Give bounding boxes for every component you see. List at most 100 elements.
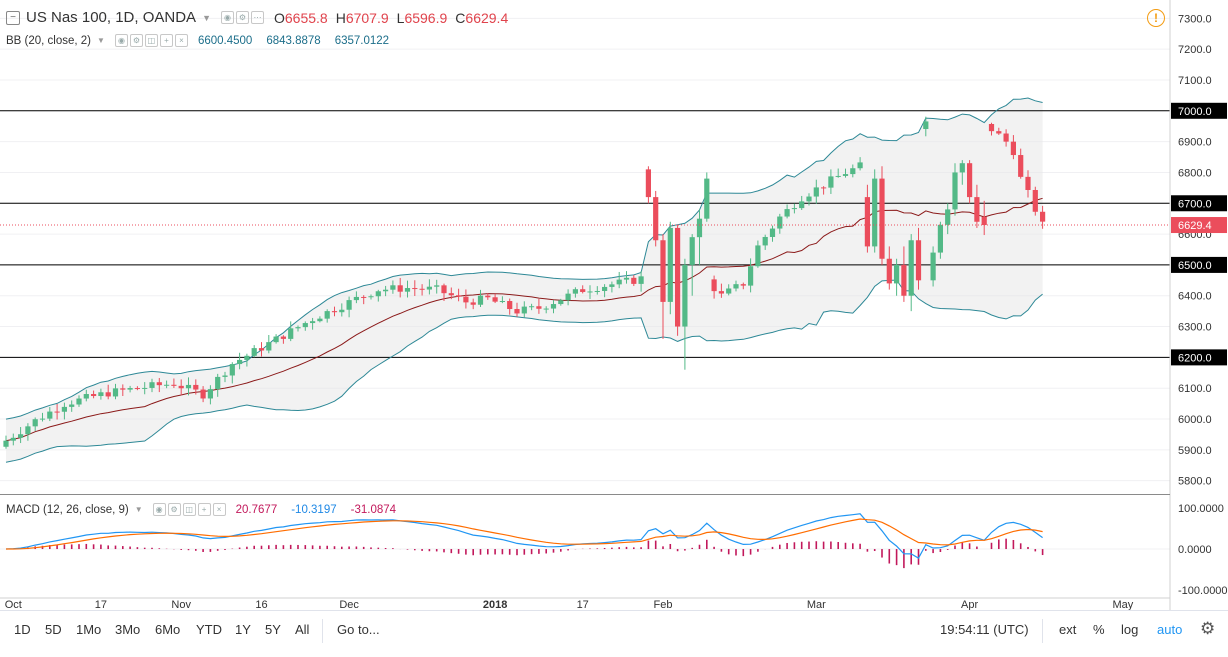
candle-body: [463, 296, 469, 303]
range-5d[interactable]: 5D: [45, 622, 62, 637]
candle-body: [572, 289, 578, 294]
bb-source-icon[interactable]: ◫: [144, 34, 158, 47]
candle-body: [134, 388, 140, 390]
ext-toggle[interactable]: ext: [1059, 622, 1077, 637]
candle-body: [536, 306, 542, 309]
macd-tick-label: 0.0000: [1178, 544, 1212, 556]
auto-toggle[interactable]: auto: [1157, 622, 1183, 637]
macd-add-icon[interactable]: +: [197, 503, 211, 516]
macd-source-icon[interactable]: ◫: [182, 503, 196, 516]
range-5y[interactable]: 5Y: [265, 622, 281, 637]
alert-icon[interactable]: !: [1147, 9, 1165, 27]
macd-hist-value: 20.7677: [235, 503, 278, 516]
candle-body: [616, 279, 622, 285]
candle-body: [689, 237, 695, 265]
candle-body: [638, 276, 644, 284]
bb-dropdown-icon[interactable]: ▼: [97, 36, 105, 45]
settings-icon[interactable]: ⚙: [235, 11, 249, 24]
bb-band-area: [6, 98, 1043, 463]
candle-body: [923, 121, 929, 130]
level-tag-bg: [1171, 349, 1227, 366]
candle-body: [565, 293, 571, 301]
price-tick-label: 7000.0: [1178, 106, 1212, 118]
low-value: 6596.9: [404, 9, 448, 26]
price-tick-label: 7300.0: [1178, 13, 1212, 25]
symbol-dropdown-icon[interactable]: ▼: [202, 12, 211, 23]
macd-tick-label: 100.0000: [1178, 503, 1224, 515]
candle-body: [791, 208, 797, 210]
time-label: Dec: [339, 599, 359, 611]
candle-body: [580, 289, 586, 292]
candle-body: [193, 384, 199, 390]
candle-body: [98, 392, 104, 397]
clock[interactable]: 19:54:11 (UTC): [940, 622, 1029, 637]
more-icon[interactable]: ⋯: [250, 11, 264, 24]
candle-body: [558, 300, 564, 305]
candle-body: [361, 296, 367, 298]
macd-title[interactable]: MACD (12, 26, close, 9): [6, 503, 129, 516]
candle-body: [886, 258, 892, 284]
candle-body: [850, 168, 856, 175]
goto-button[interactable]: Go to...: [337, 622, 380, 637]
range-1d[interactable]: 1D: [14, 622, 31, 637]
percent-toggle[interactable]: %: [1093, 622, 1105, 637]
candle-body: [120, 388, 126, 390]
time-label: 2018: [483, 599, 507, 611]
candle-body: [18, 434, 24, 438]
candle-body: [930, 252, 936, 281]
macd-signal-value: -31.0874: [350, 503, 397, 516]
range-1mo[interactable]: 1Mo: [76, 622, 102, 637]
close-label: C: [455, 9, 466, 26]
range-6mo[interactable]: 6Mo: [155, 622, 181, 637]
bb-title[interactable]: BB (20, close, 2): [6, 34, 92, 47]
bb-upper-value: 6843.8878: [266, 34, 321, 47]
candle-body: [273, 336, 279, 343]
candle-body: [419, 288, 425, 290]
log-toggle[interactable]: log: [1121, 622, 1139, 637]
macd-line-value: -10.3197: [291, 503, 337, 516]
candle-body: [645, 169, 651, 198]
bb-upper-line: [5, 97, 1043, 420]
symbol-title[interactable]: US Nas 100, 1D, OANDA: [26, 9, 197, 26]
candle-body: [76, 398, 82, 405]
candle-body: [762, 236, 768, 246]
candle-body: [317, 318, 323, 322]
bb-eye-icon[interactable]: ◉: [114, 34, 128, 47]
candle-body: [258, 348, 265, 351]
candle-body: [660, 240, 666, 302]
candle-body: [456, 295, 462, 297]
candle-body: [733, 284, 739, 289]
bb-settings-icon[interactable]: ⚙: [129, 34, 143, 47]
time-label: Mar: [807, 599, 826, 611]
bb-add-icon[interactable]: +: [159, 34, 173, 47]
candle-body: [477, 295, 484, 305]
candle-body: [718, 291, 724, 294]
price-axis: 7300.0 7200.0 7100.0 7000.0 6900.0 6800.0 6700…: [1169, 0, 1227, 610]
bb-close-icon[interactable]: ×: [174, 34, 188, 47]
range-ytd[interactable]: YTD: [196, 622, 222, 637]
macd-dropdown-icon[interactable]: ▼: [134, 505, 143, 514]
candle-body: [324, 311, 330, 319]
range-1y[interactable]: 1Y: [235, 622, 251, 637]
time-axis: Oct 17 Nov 16 Dec 2018 17 Feb Mar Apr May: [0, 597, 1170, 611]
range-3mo[interactable]: 3Mo: [115, 622, 141, 637]
pane-separator[interactable]: [0, 494, 1170, 495]
level-tag-bg: [1171, 256, 1227, 273]
range-all[interactable]: All: [295, 622, 310, 637]
candle-body: [842, 174, 849, 176]
gear-icon[interactable]: ⚙: [1200, 619, 1216, 638]
price-tick-label: 7100.0: [1178, 75, 1212, 87]
candle-body: [1040, 211, 1046, 222]
collapse-icon[interactable]: −: [6, 10, 20, 25]
open-value: 6655.8: [284, 9, 328, 26]
macd-close-icon[interactable]: ×: [212, 503, 226, 516]
macd-eye-icon[interactable]: ◉: [152, 503, 166, 516]
macd-settings-icon[interactable]: ⚙: [167, 503, 181, 516]
candle-body: [521, 306, 527, 314]
eye-icon[interactable]: ◉: [220, 11, 234, 24]
candle-body: [945, 209, 951, 225]
macd-tick-label: -100.0000: [1178, 585, 1228, 597]
candle-body: [996, 131, 1002, 134]
